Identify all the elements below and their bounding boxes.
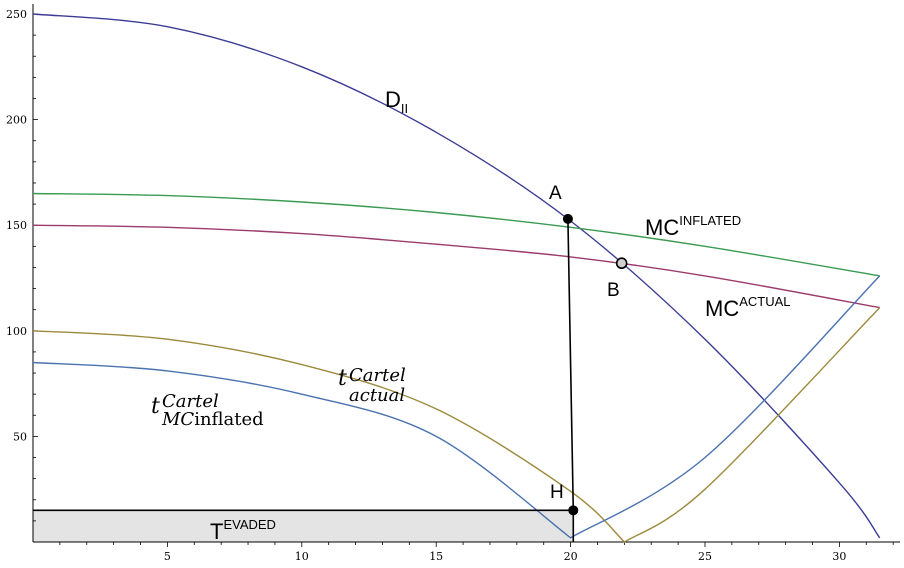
t-mc-inflated-sup: Cartel bbox=[162, 391, 219, 412]
series-line-1 bbox=[32, 192, 880, 277]
demand-label: DII bbox=[385, 87, 408, 116]
x-tick-label: 20 bbox=[564, 550, 578, 563]
point-h bbox=[568, 505, 579, 516]
t-mc-inflated-label: t bbox=[151, 394, 160, 419]
y-tick-label: 150 bbox=[6, 219, 27, 232]
point-group bbox=[562, 213, 628, 516]
point-b bbox=[615, 257, 628, 270]
t-evaded-label: TEVADED bbox=[210, 517, 276, 544]
t-mc-inflated-sub: MCinflated bbox=[161, 409, 264, 430]
y-tick-label: 100 bbox=[6, 325, 27, 338]
x-ticks: 5 10 15 20 25 30 bbox=[59, 542, 894, 563]
point-a-label: A bbox=[549, 183, 562, 204]
series-line-0 bbox=[32, 13, 881, 539]
series-line-4 bbox=[32, 275, 881, 539]
x-tick-label: 25 bbox=[698, 550, 712, 563]
point-h-label: H bbox=[550, 482, 564, 503]
t-actual-label: t bbox=[338, 366, 347, 391]
x-tick-label: 10 bbox=[295, 550, 309, 563]
mc-actual-label: MCACTUAL bbox=[705, 294, 791, 321]
y-ticks: 50 100 150 200 250 bbox=[6, 8, 38, 522]
y-tick-label: 50 bbox=[13, 430, 27, 443]
point-a bbox=[562, 213, 573, 224]
series-line-3 bbox=[32, 307, 881, 543]
series-line-2 bbox=[32, 224, 880, 309]
x-tick-label: 5 bbox=[164, 550, 171, 563]
y-tick-label: 200 bbox=[6, 114, 27, 127]
segment-group bbox=[33, 218, 575, 542]
x-tick-label: 15 bbox=[429, 550, 443, 563]
x-tick-label: 30 bbox=[832, 550, 846, 563]
y-tick-label: 250 bbox=[6, 8, 27, 21]
t-actual-sup: Cartel bbox=[349, 365, 406, 386]
mc-inflated-label: MCINFLATED bbox=[645, 213, 741, 240]
evaded-region bbox=[33, 510, 574, 542]
series-group bbox=[32, 13, 881, 543]
t-actual-sub: actual bbox=[349, 385, 405, 406]
segment-line bbox=[567, 218, 575, 511]
point-b-label: B bbox=[607, 280, 620, 301]
